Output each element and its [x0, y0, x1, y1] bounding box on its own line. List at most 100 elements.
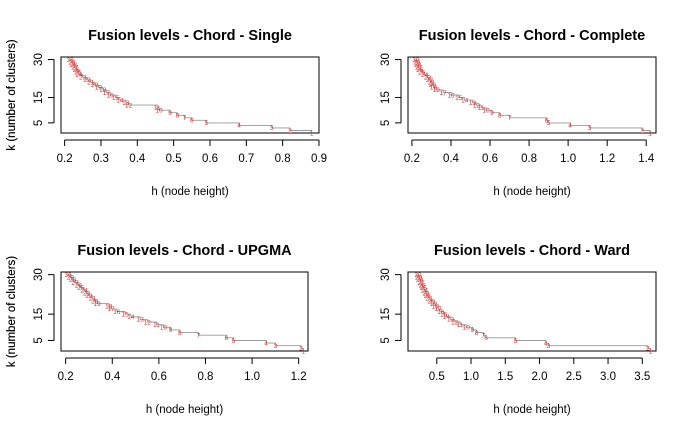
point-label: 21 — [89, 296, 97, 303]
point-label: 12 — [451, 319, 459, 326]
point-label: 16 — [106, 92, 114, 99]
chart-panel-2: Fusion levels - Chord - Complete 0.2 0.4 0.… — [6, 28, 657, 198]
x-tick-label: 3.5 — [634, 371, 650, 383]
chart-panel-3: Fusion levels - Chord - UPGMA 0.2 0.4 0.6 0.… — [6, 243, 309, 416]
fusion-step-line — [415, 59, 651, 133]
point-label: 14 — [461, 97, 469, 104]
x-axis-label: h (node height) — [146, 404, 224, 416]
x-tick-label: 1.0 — [560, 153, 576, 165]
x-tick-label: 0.7 — [238, 153, 254, 165]
point-label: 3 — [588, 125, 592, 132]
x-tick-label: 0.3 — [93, 153, 109, 165]
point-label: 18 — [432, 304, 440, 311]
point-label: 14 — [127, 314, 135, 321]
point-label: 24 — [421, 288, 429, 295]
point-label: 9 — [169, 327, 173, 334]
point-label: 1 — [310, 130, 314, 137]
chart-title: Fusion levels - Chord - Complete — [419, 28, 645, 44]
y-tick-label: 30 — [33, 268, 45, 281]
x-tick-label: 2.0 — [532, 371, 548, 383]
point-label: 12 — [144, 319, 152, 326]
point-label: 22 — [426, 77, 434, 84]
point-label: 8 — [498, 113, 502, 120]
point-label: 4 — [237, 123, 241, 130]
point-label: 23 — [422, 290, 430, 297]
plot-frame — [60, 271, 309, 352]
y-tick-label: 5 — [380, 337, 392, 343]
chart-panel-4: Fusion levels - Chord - Ward 0.5 1.0 1.5 2.0… — [6, 243, 657, 416]
point-label: 12 — [473, 102, 481, 109]
x-tick-label: 0.4 — [443, 153, 460, 165]
point-label: 18 — [433, 87, 441, 94]
y-tick-label: 30 — [380, 53, 392, 66]
point-label: 26 — [73, 67, 81, 74]
point-label: 13 — [447, 317, 455, 324]
point-label: 9 — [490, 110, 494, 117]
point-label: 6 — [225, 335, 229, 342]
point-label: 26 — [75, 282, 83, 289]
point-label: 7 — [197, 333, 201, 340]
point-label: 7 — [508, 115, 512, 122]
point-label: 22 — [424, 293, 432, 300]
x-tick-label: 0.6 — [151, 371, 167, 383]
point-label: 22 — [84, 77, 92, 84]
point-label: 20 — [91, 82, 99, 89]
point-label: 5 — [205, 120, 209, 127]
point-label: 29 — [415, 275, 423, 282]
point-label: 5 — [514, 338, 518, 345]
y-axis-label: k (number of clusters) — [6, 39, 18, 150]
point-label: 13 — [122, 100, 130, 107]
point-label: 15 — [121, 311, 129, 318]
point-label: 1 — [302, 348, 306, 355]
point-label: 17 — [103, 90, 111, 97]
point-label: 6 — [545, 118, 549, 125]
point-label: 19 — [94, 301, 102, 308]
point-label: 24 — [421, 72, 429, 79]
point-label: 23 — [83, 290, 91, 297]
plot-frame — [407, 271, 657, 352]
x-axis-label: h (node height) — [493, 404, 571, 416]
point-label: 3 — [547, 343, 551, 350]
point-label: 21 — [426, 296, 434, 303]
point-label: 30 — [64, 272, 72, 279]
point-label: 21 — [87, 80, 95, 87]
x-tick-label: 0.4 — [129, 153, 146, 165]
x-tick-label: 0.9 — [311, 153, 327, 165]
point-label: 23 — [79, 75, 87, 82]
point-label: 9 — [168, 110, 172, 117]
y-axis-label: k (number of clusters) — [6, 39, 18, 150]
point-label: 26 — [418, 282, 426, 289]
x-tick-label: 1.0 — [463, 371, 479, 383]
point-label: 11 — [457, 322, 464, 329]
point-label: 18 — [105, 304, 113, 311]
point-label: 9 — [471, 327, 475, 334]
point-label: 20 — [429, 82, 437, 89]
point-label: 4 — [568, 123, 572, 130]
point-label: 8 — [175, 113, 179, 120]
point-label: 29 — [68, 59, 76, 66]
point-label: 15 — [112, 95, 120, 102]
point-label: 16 — [113, 309, 121, 316]
y-axis-label: k (number of clusters) — [6, 256, 18, 367]
point-label: 18 — [99, 87, 107, 94]
x-tick-label: 0.2 — [404, 153, 420, 165]
x-tick-label: 1.2 — [599, 153, 615, 165]
point-label: 26 — [416, 67, 424, 74]
point-label: 13 — [137, 317, 145, 324]
point-label: 19 — [430, 85, 438, 92]
point-label: 5 — [232, 338, 236, 345]
x-tick-label: 1.0 — [244, 371, 260, 383]
x-tick-label: 0.8 — [521, 153, 537, 165]
point-label: 2 — [299, 346, 303, 353]
point-label: 25 — [77, 285, 85, 292]
point-label: 3 — [270, 125, 274, 132]
x-tick-label: 0.5 — [429, 371, 445, 383]
x-tick-label: 0.4 — [104, 371, 121, 383]
point-label: 11 — [154, 105, 161, 112]
point-label: 2 — [646, 346, 650, 353]
point-label: 29 — [413, 59, 421, 66]
point-label: 4 — [264, 340, 268, 347]
x-tick-label: 0.6 — [482, 153, 498, 165]
y-tick-label: 30 — [33, 53, 45, 66]
